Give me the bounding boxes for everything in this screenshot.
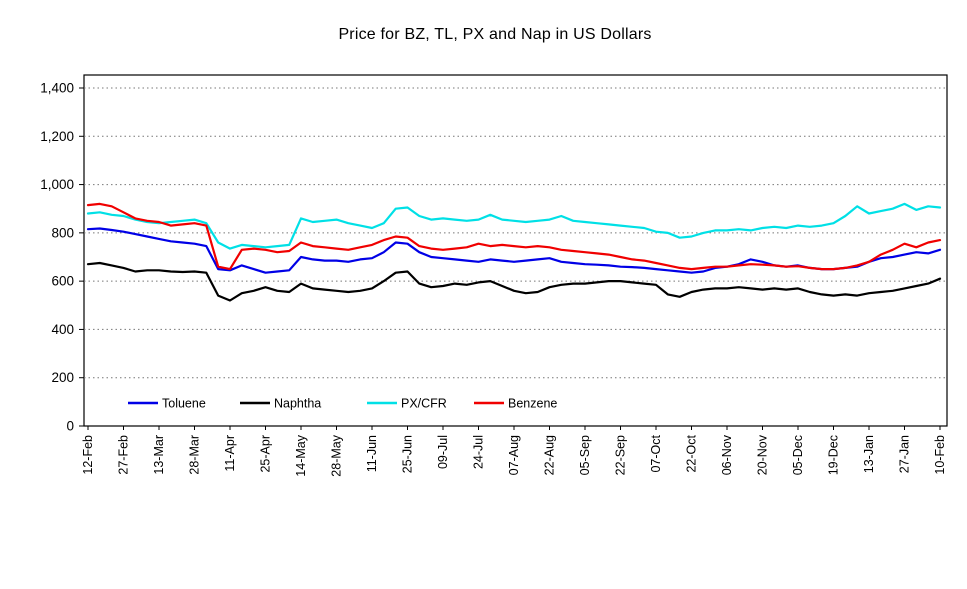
x-axis-label: 13-Jan xyxy=(862,435,876,473)
x-axis-label: 28-Mar xyxy=(188,435,202,475)
y-axis-label: 200 xyxy=(51,370,74,385)
legend-item-px-cfr: PX/CFR xyxy=(367,397,447,411)
x-axis-label: 25-Jun xyxy=(401,435,415,473)
legend-item-toluene: Toluene xyxy=(128,397,206,411)
x-axis-label: 24-Jul xyxy=(472,435,486,469)
x-axis-label: 10-Feb xyxy=(933,435,947,475)
x-axis-label: 27-Jan xyxy=(898,435,912,473)
legend-item-benzene: Benzene xyxy=(474,397,557,411)
x-axis-label: 22-Sep xyxy=(614,435,628,475)
y-axis-label: 600 xyxy=(51,274,74,289)
x-axis-label: 19-Dec xyxy=(827,435,841,475)
legend-label: Benzene xyxy=(508,397,557,411)
x-axis-label: 22-Oct xyxy=(685,434,699,472)
y-axis-label: 0 xyxy=(66,419,74,434)
x-axis-label: 05-Sep xyxy=(578,435,592,475)
x-axis-label: 12-Feb xyxy=(81,435,95,475)
y-axis-label: 800 xyxy=(51,225,74,240)
x-axis-label: 07-Aug xyxy=(507,435,521,475)
series-line-naphtha xyxy=(86,261,942,302)
x-axis-label: 27-Feb xyxy=(117,435,131,475)
legend-label: PX/CFR xyxy=(401,397,447,411)
legend-label: Naphtha xyxy=(274,397,321,411)
x-axis-label: 07-Oct xyxy=(649,434,663,472)
x-axis-label: 11-Apr xyxy=(223,435,237,472)
x-axis-label: 25-Apr xyxy=(259,435,273,473)
series-line-benzene xyxy=(86,202,942,271)
legend-item-naphtha: Naphtha xyxy=(240,397,321,411)
x-axis-label: 09-Jul xyxy=(436,435,450,469)
x-axis-label: 06-Nov xyxy=(720,434,734,475)
x-axis-label: 11-Jun xyxy=(365,435,379,472)
y-axis-label: 400 xyxy=(51,322,74,337)
x-axis-label: 20-Nov xyxy=(756,434,770,475)
x-axis-label: 28-May xyxy=(330,434,344,476)
x-axis-label: 22-Aug xyxy=(543,435,557,475)
y-axis-label: 1,200 xyxy=(40,129,74,144)
plot-area-frame xyxy=(83,74,948,427)
legend-label: Toluene xyxy=(162,397,206,411)
y-axis-label: 1,000 xyxy=(40,177,74,192)
x-axis-label: 05-Dec xyxy=(791,435,805,475)
x-axis-label: 13-Mar xyxy=(152,435,166,475)
y-axis-label: 1,400 xyxy=(40,81,74,96)
series-line-px-cfr xyxy=(86,202,942,250)
chart-title: Price for BZ, TL, PX and Nap in US Dolla… xyxy=(338,26,652,43)
x-axis-label: 14-May xyxy=(294,434,308,476)
